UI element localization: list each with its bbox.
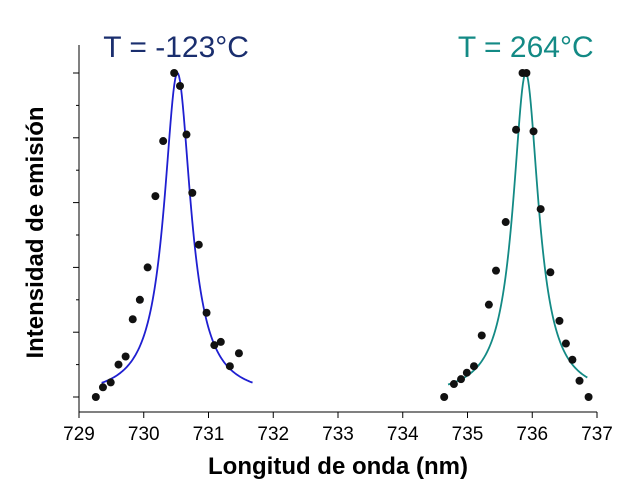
data-point-1 — [529, 127, 538, 136]
fit-curve-0 — [101, 72, 253, 384]
data-point-1 — [546, 268, 555, 277]
data-point-1 — [469, 362, 478, 371]
x-tick-label: 735 — [452, 424, 484, 445]
data-point-1 — [575, 376, 584, 385]
data-point-0 — [143, 263, 152, 272]
data-point-0 — [176, 81, 185, 90]
data-point-0 — [91, 393, 100, 401]
data-point-0 — [151, 192, 160, 201]
annotation-hot: T = 264°C — [458, 31, 594, 64]
data-point-1 — [568, 355, 577, 364]
data-point-0 — [121, 352, 130, 361]
data-point-1 — [462, 368, 471, 377]
data-point-0 — [202, 308, 211, 317]
data-points — [91, 69, 593, 401]
data-point-1 — [449, 380, 458, 389]
x-tick-label: 736 — [516, 424, 548, 445]
data-point-1 — [491, 266, 500, 275]
chart-labels: Longitud de onda (nm) Intensidad de emis… — [22, 31, 594, 480]
data-point-1 — [512, 125, 521, 134]
data-point-0 — [114, 360, 123, 369]
data-point-1 — [561, 339, 570, 348]
x-tick-label: 731 — [193, 424, 225, 445]
annotation-cold: T = -123°C — [103, 31, 249, 64]
data-point-0 — [170, 69, 179, 77]
x-tick-label: 733 — [322, 424, 354, 445]
data-point-0 — [234, 349, 243, 358]
data-point-1 — [484, 300, 493, 309]
chart-axes: 729 730 731 732 733 734 735 736 737 — [63, 45, 613, 445]
data-point-0 — [188, 188, 197, 197]
data-point-1 — [501, 218, 510, 227]
data-point-1 — [584, 393, 593, 401]
x-tick-label: 734 — [387, 424, 419, 445]
data-point-0 — [106, 378, 115, 387]
data-point-1 — [440, 393, 449, 401]
fit-curves — [101, 71, 588, 386]
data-point-0 — [182, 130, 191, 139]
data-point-1 — [477, 331, 486, 340]
y-axis-title: Intensidad de emisión — [22, 106, 49, 358]
data-point-1 — [457, 375, 466, 384]
x-tick-label: 732 — [257, 424, 289, 445]
data-point-0 — [216, 337, 225, 346]
x-axis-title: Longitud de onda (nm) — [208, 453, 468, 480]
data-point-0 — [98, 383, 107, 392]
fit-curve-1 — [447, 71, 588, 386]
data-point-0 — [210, 341, 219, 350]
data-point-1 — [555, 316, 564, 325]
data-point-0 — [159, 137, 168, 146]
data-point-0 — [128, 315, 137, 324]
x-tick-label: 730 — [128, 424, 160, 445]
data-point-0 — [194, 240, 203, 249]
data-point-0 — [135, 295, 144, 304]
data-point-1 — [536, 205, 545, 214]
x-tick-label: 737 — [581, 424, 613, 445]
data-point-1 — [522, 69, 531, 77]
x-tick-label: 729 — [63, 424, 95, 445]
data-point-0 — [225, 362, 234, 371]
